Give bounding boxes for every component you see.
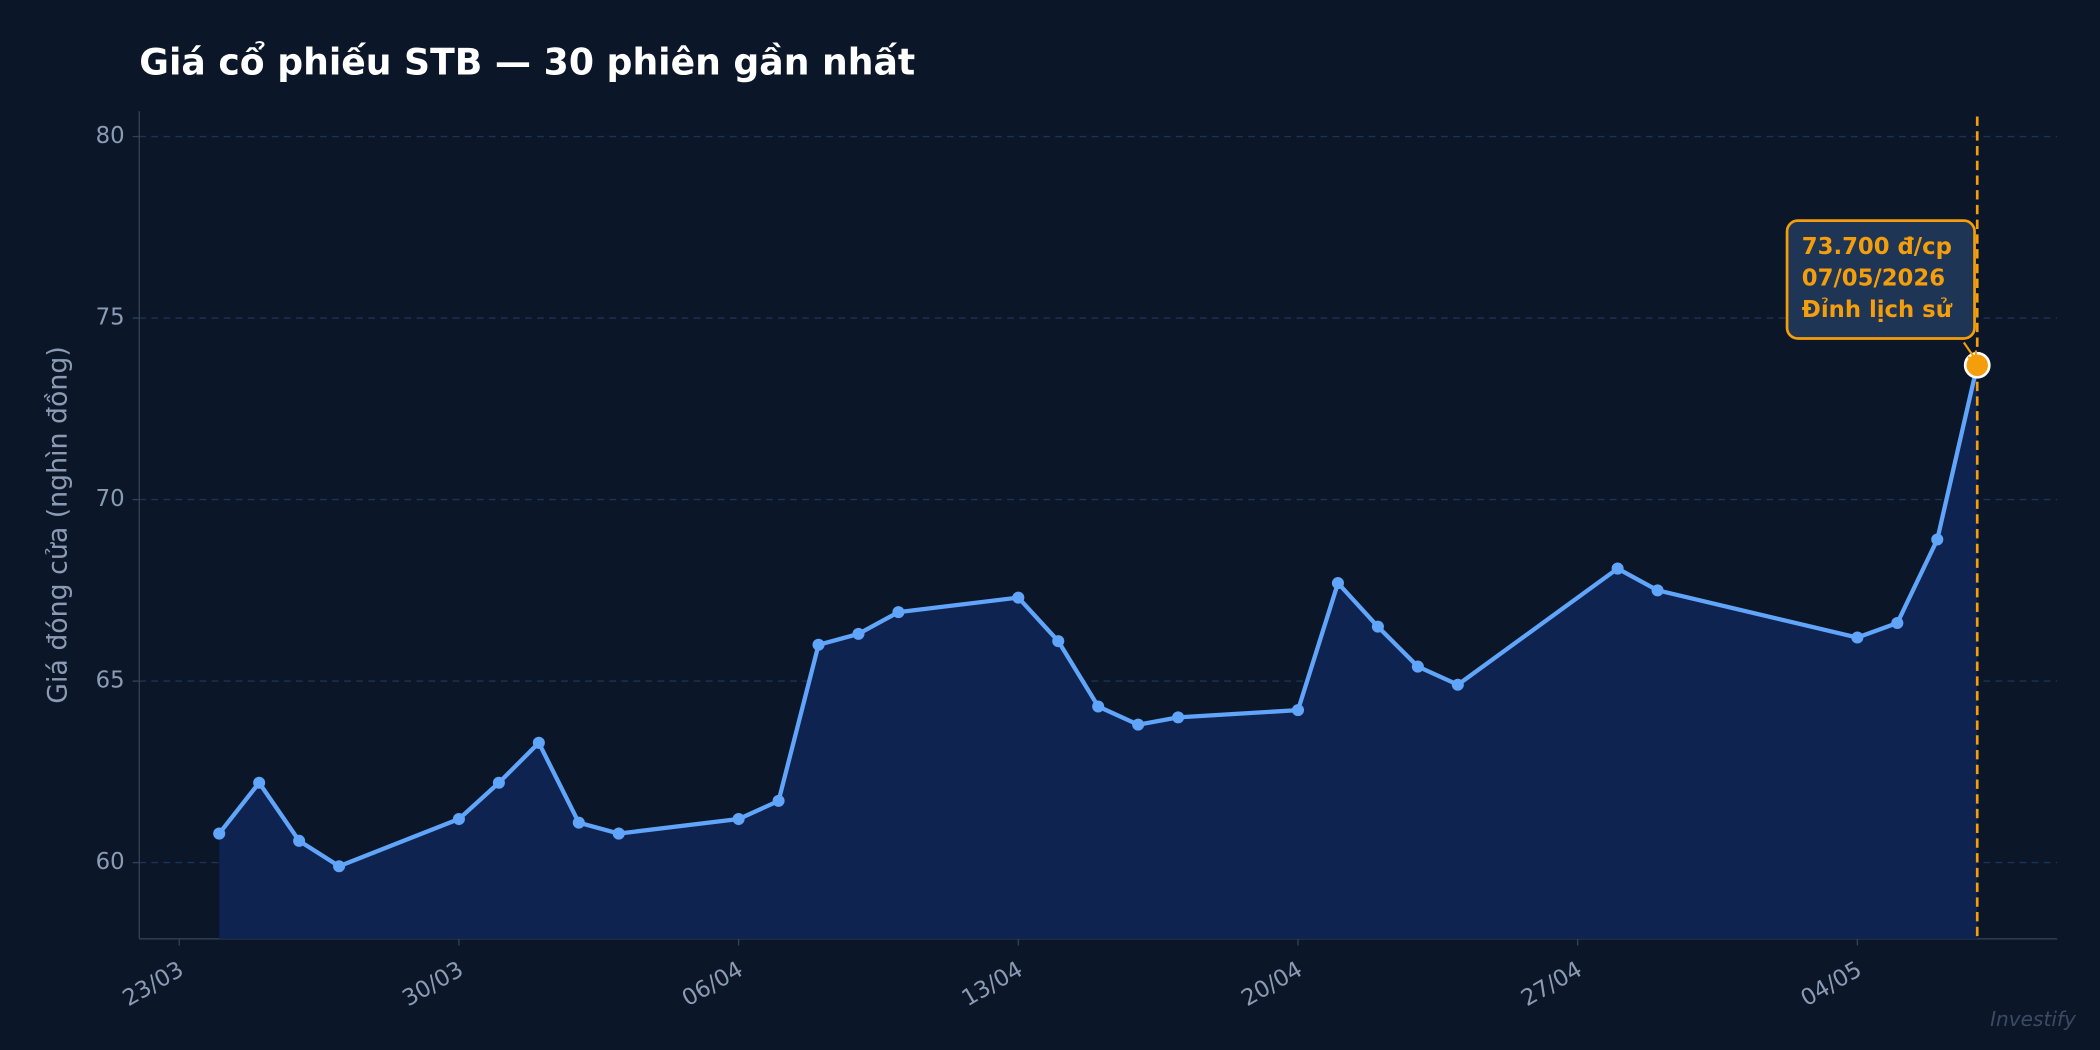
data-point (1891, 616, 1904, 630)
data-point (732, 813, 745, 826)
data-point (1651, 584, 1664, 597)
data-point (532, 736, 545, 749)
data-point (1092, 700, 1105, 713)
data-point (1451, 678, 1464, 691)
data-point (1851, 631, 1864, 644)
y-tick-label: 75 (96, 305, 125, 331)
data-point (572, 816, 585, 829)
y-tick-label: 70 (96, 486, 125, 512)
data-point (452, 813, 465, 826)
data-point (1052, 635, 1065, 648)
data-point (612, 827, 625, 840)
data-point (1291, 704, 1305, 717)
data-point (1371, 620, 1384, 633)
y-tick-label: 60 (96, 849, 125, 875)
data-point (1411, 660, 1424, 673)
data-point (1931, 533, 1944, 546)
line (217, 364, 1980, 869)
y-axis-label: Giá đóng cửa (nghìn đồng) (42, 346, 73, 704)
data-point (492, 776, 505, 789)
area-fill (219, 365, 1978, 939)
y-tick-label: 80 (96, 123, 125, 149)
data-point (772, 794, 785, 807)
data-point (213, 827, 226, 840)
data-point (253, 776, 266, 789)
chart-title: Giá cổ phiếu STB — 30 phiên gần nhất (139, 40, 915, 83)
annotation-text: 73.700 đ/cp (1802, 234, 1952, 260)
data-point (1012, 591, 1025, 604)
annotation-box (1785, 219, 1976, 340)
data-point (812, 638, 825, 651)
annotation-arrow (1962, 341, 1977, 362)
data-point (1611, 562, 1624, 575)
annotation-text: Đỉnh lịch sử (1802, 297, 1953, 323)
data-point (333, 860, 346, 873)
data-point (892, 606, 905, 619)
watermark: Investify (1990, 1007, 2077, 1031)
data-point (1132, 718, 1145, 731)
data-point (852, 627, 865, 640)
y-tick-label: 65 (96, 668, 125, 694)
data-point (1331, 577, 1344, 590)
data-point (1172, 711, 1185, 724)
data-point (293, 834, 306, 847)
annotation-text: 07/05/2026 (1802, 265, 1945, 291)
